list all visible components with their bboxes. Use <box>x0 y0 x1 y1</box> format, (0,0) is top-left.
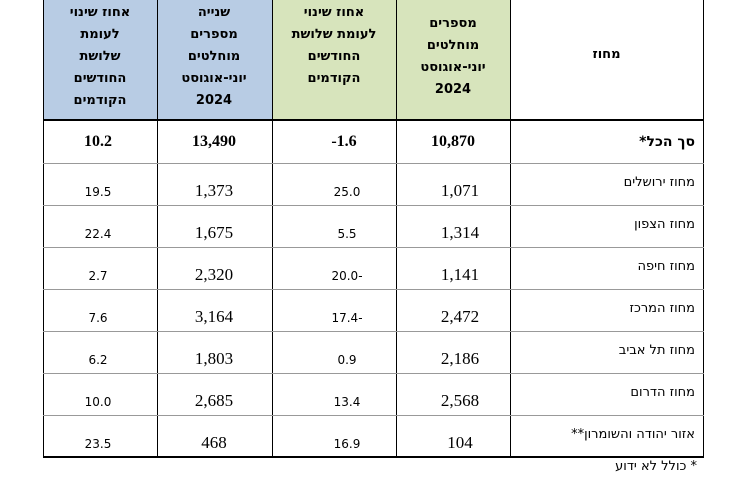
count-cell: 1,314 <box>440 223 480 242</box>
row-line <box>43 247 704 248</box>
count-cell: 2,320 <box>194 265 234 284</box>
region-name: אזור יהודה והשומרון** <box>571 427 695 442</box>
percent-cell: 23.5 <box>84 437 112 451</box>
count-cell: 1,675 <box>194 223 234 242</box>
region-name: מחוז תל אביב <box>618 343 695 358</box>
column-line <box>510 0 511 458</box>
row-line <box>43 415 704 416</box>
percent-cell: 16.9 <box>333 437 361 451</box>
header-line: שלושת <box>79 49 121 64</box>
count-cell: 1,373 <box>194 181 234 200</box>
count-cell: 2,568 <box>440 391 480 410</box>
percent-cell: 2.7 <box>88 269 108 283</box>
footnote: * כולל לא ידוע <box>615 459 697 474</box>
count-cell: 2,685 <box>194 391 234 410</box>
percent-cell: 20.0- <box>331 269 363 283</box>
table-bottom-line <box>43 456 704 458</box>
row-line <box>43 163 704 164</box>
row-line <box>43 289 704 290</box>
header-line: יוני-אוגוסט <box>420 60 486 75</box>
percent-cell: -1.6 <box>331 133 357 150</box>
header-line: הקודמים <box>307 71 361 86</box>
region-name: מחוז הדרום <box>630 385 695 400</box>
column-line <box>703 0 704 458</box>
header-line: אחוז שינוי <box>69 5 131 20</box>
header-line: אחוז שינוי <box>303 5 365 20</box>
column-line <box>43 0 44 458</box>
count-cell: 104 <box>447 433 473 452</box>
header-line: מספרים <box>190 27 238 42</box>
column-line <box>272 0 273 458</box>
percent-cell: 17.4- <box>331 311 363 325</box>
region-name: מחוז ירושלים <box>623 175 695 190</box>
header-line: לעומת <box>80 27 120 42</box>
percent-cell: 10.2 <box>84 133 112 150</box>
region-name: מחוז המרכז <box>629 301 695 316</box>
count-cell: 2,186 <box>440 349 480 368</box>
percent-cell: 10.0 <box>84 395 112 409</box>
count-cell: 1,141 <box>440 265 480 284</box>
count-cell: 10,870 <box>431 133 475 150</box>
count-cell: 1,071 <box>440 181 480 200</box>
percent-cell: 13.4 <box>333 395 361 409</box>
header-line: 2024 <box>434 82 472 97</box>
header-line: החודשים <box>73 71 127 86</box>
header-line: מוחלטים <box>426 38 480 53</box>
header-line: החודשים <box>307 49 361 64</box>
percent-cell: 0.9 <box>337 353 357 367</box>
percent-cell: 7.6 <box>88 311 108 325</box>
header-line: מספרים <box>429 16 477 31</box>
count-cell: 468 <box>201 433 227 452</box>
header-bottom-line <box>43 119 704 121</box>
count-cell: 2,472 <box>440 307 480 326</box>
percent-cell: 6.2 <box>88 353 108 367</box>
region-name: מחוז הצפון <box>634 217 695 232</box>
header-line: 2024 <box>195 93 233 108</box>
column-line <box>396 0 397 458</box>
header-line: שנייה <box>197 5 231 20</box>
header-bg-green <box>272 0 510 120</box>
region-name: מחוז חיפה <box>637 259 695 274</box>
header-line: יוני-אוגוסט <box>181 71 247 86</box>
row-line <box>43 373 704 374</box>
row-line <box>43 205 704 206</box>
region-name: סך הכל* <box>639 134 695 150</box>
column-line <box>157 0 158 458</box>
count-cell: 1,803 <box>194 349 234 368</box>
header-line: הקודמים <box>73 93 127 108</box>
row-line <box>43 331 704 332</box>
percent-cell: 5.5 <box>337 227 357 241</box>
percent-cell: 22.4 <box>84 227 112 241</box>
header-line: לעומת שלושת <box>291 27 377 42</box>
percent-cell: 25.0 <box>333 185 361 199</box>
count-cell: 3,164 <box>194 307 234 326</box>
percent-cell: 19.5 <box>84 185 112 199</box>
count-cell: 13,490 <box>192 133 236 150</box>
header-line: מוחלטים <box>187 49 241 64</box>
header-region: מחוז <box>592 47 621 62</box>
